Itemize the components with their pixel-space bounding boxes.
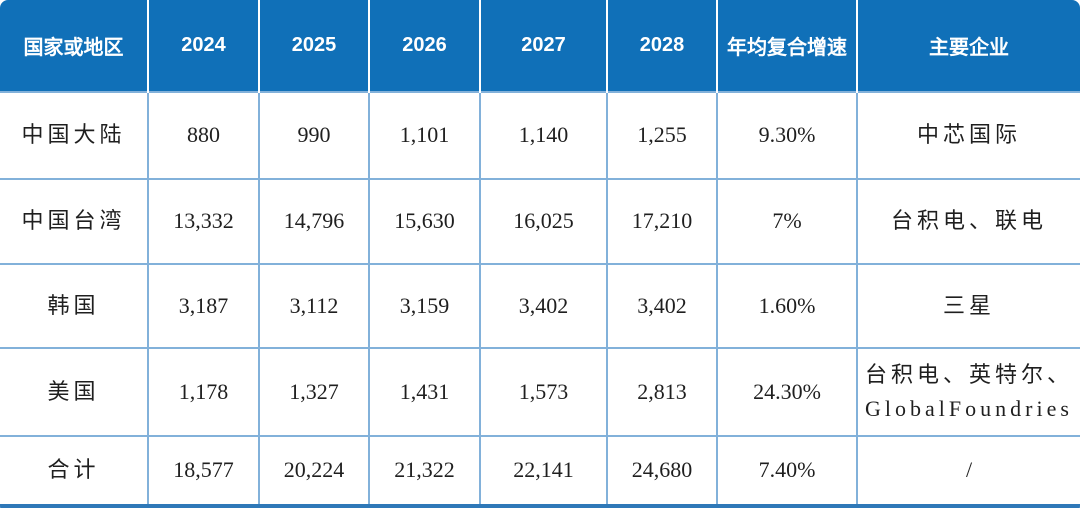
value-cell-2028: 2,813: [606, 347, 718, 437]
region-cell: 美国: [0, 347, 149, 437]
header-cell-2026: 2026: [368, 0, 480, 92]
region-cell: 中国大陆: [0, 91, 149, 180]
value-cell-2025: 1,327: [258, 347, 370, 437]
value-cell-2027: 1,140: [479, 91, 608, 180]
header-cell-2028: 2028: [606, 0, 717, 92]
value-cell-2026: 1,101: [368, 91, 481, 180]
header-cell-region: 国家或地区: [0, 0, 148, 92]
table-row-china-mainland: 中国大陆 880 990 1,101 1,140 1,255 9.30% 中芯国…: [0, 91, 1080, 180]
region-cell: 中国台湾: [0, 178, 149, 265]
region-cell: 韩国: [0, 263, 149, 349]
table-row-taiwan: 中国台湾 13,332 14,796 15,630 16,025 17,210 …: [0, 178, 1080, 265]
value-cell-2024: 1,178: [147, 347, 260, 437]
value-cell-2025: 3,112: [258, 263, 370, 349]
value-cell-2027: 22,141: [479, 435, 608, 508]
value-cell-2027: 3,402: [479, 263, 608, 349]
value-cell-2026: 15,630: [368, 178, 481, 265]
table-row-usa: 美国 1,178 1,327 1,431 1,573 2,813 24.30% …: [0, 347, 1080, 437]
cagr-cell: 9.30%: [716, 91, 858, 180]
cagr-cell: 7%: [716, 178, 858, 265]
header-cell-2025: 2025: [258, 0, 369, 92]
cagr-cell: 24.30%: [716, 347, 858, 437]
value-cell-2026: 1,431: [368, 347, 481, 437]
region-cell: 合计: [0, 435, 149, 508]
companies-cell: /: [856, 435, 1080, 508]
value-cell-2028: 17,210: [606, 178, 718, 265]
header-cell-cagr: 年均复合增速: [716, 0, 857, 92]
companies-cell: 台积电、联电: [856, 178, 1080, 265]
companies-cell: 中芯国际: [856, 91, 1080, 180]
header-cell-companies: 主要企业: [856, 0, 1080, 92]
table-row-total: 合计 18,577 20,224 21,322 22,141 24,680 7.…: [0, 435, 1080, 508]
value-cell-2024: 880: [147, 91, 260, 180]
value-cell-2024: 18,577: [147, 435, 260, 508]
value-cell-2026: 21,322: [368, 435, 481, 508]
companies-cell: 三星: [856, 263, 1080, 349]
value-cell-2025: 20,224: [258, 435, 370, 508]
value-cell-2025: 14,796: [258, 178, 370, 265]
value-cell-2027: 1,573: [479, 347, 608, 437]
header-cell-2024: 2024: [147, 0, 259, 92]
header-row: 国家或地区 2024 2025 2026 2027 2028 年均复合增速 主要…: [0, 0, 1080, 92]
value-cell-2028: 24,680: [606, 435, 718, 508]
value-cell-2027: 16,025: [479, 178, 608, 265]
table-row-korea: 韩国 3,187 3,112 3,159 3,402 3,402 1.60% 三…: [0, 263, 1080, 349]
value-cell-2024: 3,187: [147, 263, 260, 349]
value-cell-2026: 3,159: [368, 263, 481, 349]
cagr-cell: 7.40%: [716, 435, 858, 508]
value-cell-2028: 3,402: [606, 263, 718, 349]
cagr-cell: 1.60%: [716, 263, 858, 349]
value-cell-2025: 990: [258, 91, 370, 180]
companies-cell: 台积电、英特尔、GlobalFoundries: [856, 347, 1080, 437]
header-cell-2027: 2027: [479, 0, 607, 92]
value-cell-2024: 13,332: [147, 178, 260, 265]
value-cell-2028: 1,255: [606, 91, 718, 180]
